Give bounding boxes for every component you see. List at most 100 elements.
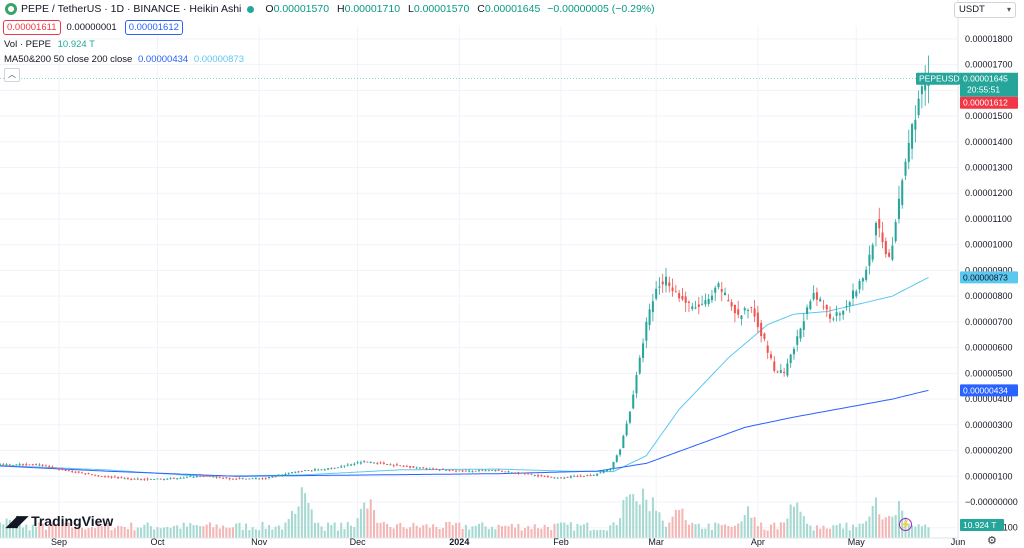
open-label: O — [265, 3, 274, 15]
volume-bar — [64, 522, 67, 538]
x-tick-label: May — [848, 537, 866, 547]
candle-body — [537, 475, 540, 477]
volume-bar — [753, 517, 756, 538]
volume-bar — [704, 528, 707, 538]
y-tick-label: 0.00000300 — [965, 420, 1013, 430]
candle-body — [405, 465, 408, 467]
volume-bar — [376, 522, 379, 538]
candle-body — [458, 470, 461, 472]
volume-bar — [290, 510, 294, 538]
candle-body — [491, 470, 494, 472]
volume-bar — [796, 502, 799, 538]
buy-button[interactable]: 0.00001612 — [124, 20, 183, 35]
volume-bar — [336, 530, 339, 538]
candle-body — [422, 467, 425, 469]
candle-body — [874, 223, 877, 236]
candle-body — [576, 476, 579, 478]
volume-bar — [136, 527, 139, 538]
candle-body — [5, 464, 8, 466]
y-tick-label: 0.00000500 — [965, 368, 1013, 378]
volume-bar — [287, 518, 290, 538]
candle-body — [920, 86, 923, 95]
volume-bar — [123, 527, 126, 538]
volume-bar — [491, 526, 494, 538]
candle-body — [392, 465, 395, 467]
volume-bar — [681, 508, 684, 538]
collapse-legend-button[interactable]: ︿ — [4, 68, 20, 82]
candle-body — [126, 478, 129, 479]
volume-bar — [218, 528, 221, 538]
candle-body — [402, 465, 405, 467]
ma-fast-tag: 0.00000873 — [963, 272, 1008, 282]
currency-select[interactable]: USDT ▾ — [954, 2, 1016, 18]
candle-body — [589, 475, 592, 476]
settings-gear-icon[interactable]: ⚙ — [987, 535, 997, 547]
volume-bar — [238, 522, 241, 538]
volume-bar — [231, 527, 234, 538]
x-tick-label: Apr — [751, 537, 765, 547]
candle-body — [638, 357, 641, 374]
candle-body — [642, 343, 645, 358]
volume-bar — [274, 526, 277, 538]
candle-body — [553, 477, 556, 479]
candle-body — [622, 435, 625, 449]
volume-bar — [241, 529, 244, 538]
volume-bars — [0, 487, 930, 538]
candle-body — [172, 477, 175, 479]
candle-body — [61, 469, 64, 470]
volume-bar — [825, 528, 828, 538]
ma-legend[interactable]: MA50&200 50 close 200 close 0.00000434 0… — [4, 54, 244, 65]
candle-body — [720, 289, 723, 292]
candle-body — [625, 423, 628, 436]
volume-bar — [599, 529, 602, 538]
volume-bar — [143, 524, 146, 538]
volume-bar — [409, 527, 412, 538]
candle-body — [110, 476, 113, 478]
candle-body — [704, 300, 707, 305]
candle-body — [130, 478, 133, 480]
volume-bar — [228, 527, 231, 538]
lightning-icon[interactable]: ⚡ — [899, 518, 912, 531]
candle-body — [363, 460, 366, 462]
y-tick-label: 0.00001500 — [965, 111, 1013, 121]
candle-body — [366, 461, 369, 463]
candle-body — [435, 468, 438, 470]
volume-bar — [635, 501, 638, 538]
volume-bar — [415, 525, 418, 538]
volume-bar — [589, 530, 592, 538]
volume-bar — [182, 522, 185, 538]
volume-bar — [907, 524, 910, 538]
candle-body — [865, 269, 868, 280]
candle-body — [428, 468, 431, 470]
symbol-title[interactable]: PEPE / TetherUS · 1D · BINANCE · Heikin … — [21, 3, 242, 15]
low-value: 0.00001570 — [413, 3, 470, 15]
sell-button[interactable]: 0.00001611 — [3, 20, 61, 35]
volume-bar — [674, 509, 677, 538]
x-tick-label: Mar — [648, 537, 664, 547]
volume-legend[interactable]: Vol · PEPE 10.924 T — [4, 39, 95, 50]
volume-bar — [248, 530, 251, 538]
volume-bar — [382, 521, 385, 538]
volume-bar — [386, 523, 389, 538]
candle-body — [448, 469, 451, 471]
volume-bar — [609, 525, 612, 538]
volume-bar — [166, 526, 169, 538]
volume-bar — [425, 524, 428, 538]
tradingview-logo[interactable]: ◢◤ TradingView — [6, 512, 113, 530]
volume-bar — [28, 530, 31, 538]
volume-bar — [179, 528, 182, 538]
candle-body — [67, 470, 70, 472]
candle-body — [527, 473, 530, 475]
volume-bar — [520, 530, 523, 538]
volume-bar — [789, 504, 792, 538]
candle-body — [517, 472, 520, 474]
volume-bar — [897, 500, 900, 538]
candle-body — [415, 467, 418, 469]
volume-bar — [405, 528, 408, 538]
candle-body — [674, 291, 677, 293]
candle-body — [773, 361, 776, 371]
volume-bar — [809, 525, 812, 538]
candle-body — [848, 302, 851, 306]
change-value: −0.00000005 (−0.29%) — [547, 3, 655, 15]
